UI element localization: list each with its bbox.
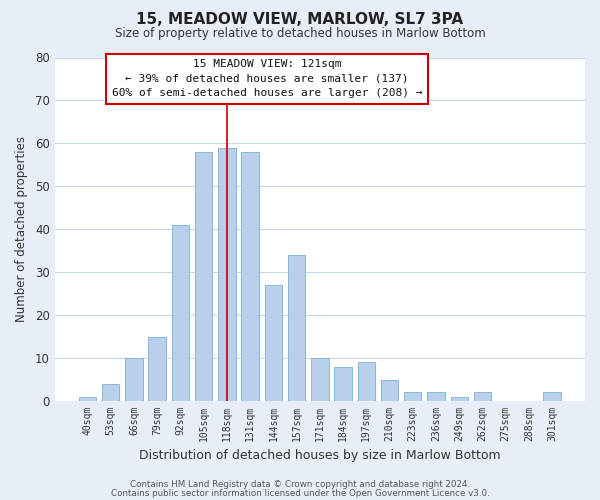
Bar [265, 285, 282, 401]
Bar [474, 392, 491, 401]
Bar [79, 397, 96, 401]
Bar [195, 152, 212, 401]
Y-axis label: Number of detached properties: Number of detached properties [15, 136, 28, 322]
Bar [241, 152, 259, 401]
Text: 15, MEADOW VIEW, MARLOW, SL7 3PA: 15, MEADOW VIEW, MARLOW, SL7 3PA [136, 12, 464, 28]
Bar [427, 392, 445, 401]
Bar [451, 397, 468, 401]
Text: Size of property relative to detached houses in Marlow Bottom: Size of property relative to detached ho… [115, 28, 485, 40]
Text: Contains public sector information licensed under the Open Government Licence v3: Contains public sector information licen… [110, 488, 490, 498]
Bar [148, 336, 166, 401]
Bar [288, 255, 305, 401]
Bar [381, 380, 398, 401]
Bar [544, 392, 561, 401]
Text: 15 MEADOW VIEW: 121sqm
← 39% of detached houses are smaller (137)
60% of semi-de: 15 MEADOW VIEW: 121sqm ← 39% of detached… [112, 59, 422, 98]
Bar [125, 358, 143, 401]
Bar [358, 362, 375, 401]
Bar [404, 392, 421, 401]
Bar [218, 148, 236, 401]
Bar [172, 225, 189, 401]
Bar [334, 366, 352, 401]
Bar [102, 384, 119, 401]
Bar [311, 358, 329, 401]
Text: Contains HM Land Registry data © Crown copyright and database right 2024.: Contains HM Land Registry data © Crown c… [130, 480, 470, 489]
X-axis label: Distribution of detached houses by size in Marlow Bottom: Distribution of detached houses by size … [139, 450, 500, 462]
